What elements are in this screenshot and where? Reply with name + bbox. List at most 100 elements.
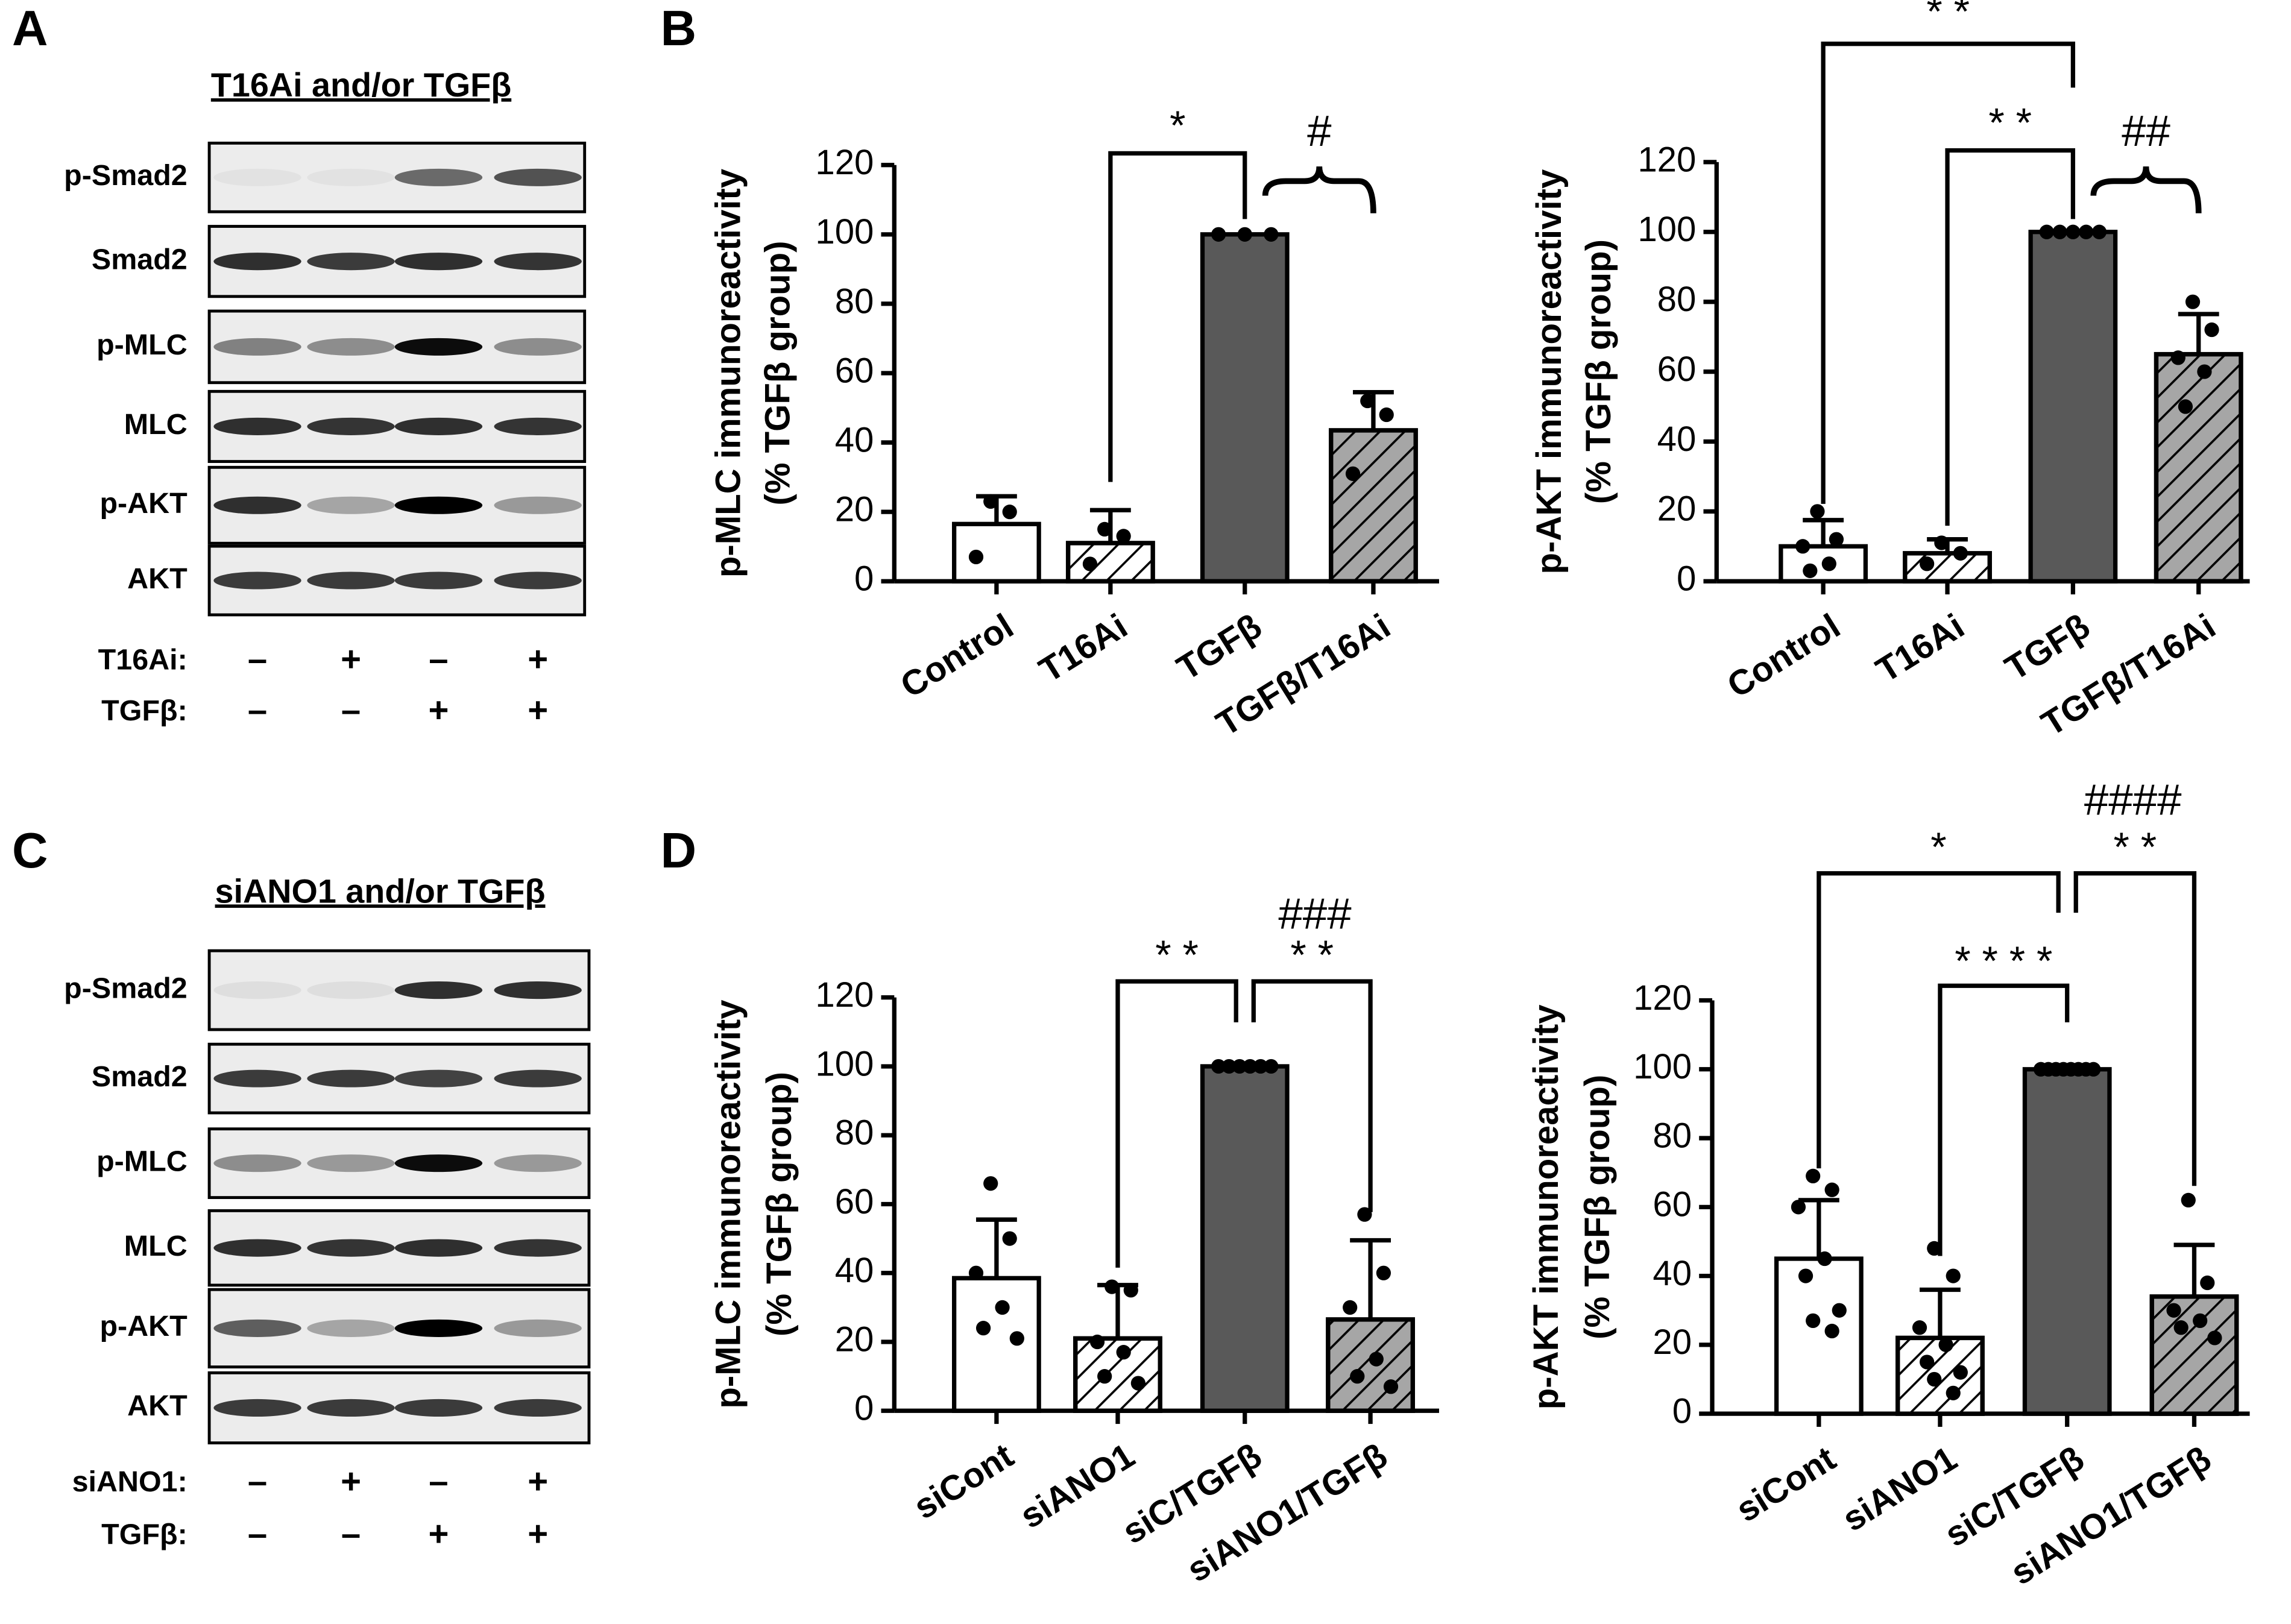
blot-band [394,417,483,435]
bar-hatch [2154,351,2243,584]
data-point [1829,532,1844,547]
significance-label: * * [1290,933,1334,978]
blot-band [213,496,301,514]
blot-band [494,1399,582,1417]
y-axis-label: (% TGFβ group) [760,1072,799,1336]
bar [951,1276,1041,1413]
data-point [2066,224,2081,239]
significance-bracket [1938,983,2070,1256]
data-point [1360,393,1375,409]
blot-band [213,168,301,186]
bar [2028,230,2118,584]
data-point [1379,407,1394,423]
y-tick-label: 20 [835,490,874,529]
blot-band [213,1319,301,1337]
blot-row-label: MLC [124,1230,188,1262]
data-point [1810,504,1825,519]
x-tick-label: T16Ai [1870,606,1971,690]
significance-label: # [1307,107,1332,156]
data-point [2091,224,2107,239]
y-tick-label: 60 [1653,1185,1692,1224]
y-tick-label: 40 [835,1251,874,1290]
condition-sign: + [428,691,449,730]
bar [951,521,1041,584]
significance-bracket [2073,871,2197,1186]
blot-band [394,168,483,186]
blot-band [307,338,395,356]
blot-row-label: Smad2 [92,1060,188,1093]
significance-bracket [1115,979,1238,1268]
significance-bracket [1945,148,2076,526]
blot-band [494,168,582,186]
condition-sign: + [428,1514,449,1553]
data-point [1211,1059,1226,1074]
data-point [1116,529,1131,544]
significance-label: #### [2084,776,2182,825]
condition-sign: – [429,640,448,679]
blot-band [494,571,582,590]
data-point [1097,1369,1112,1384]
data-point [2166,1303,2181,1318]
blot-band [494,1319,582,1337]
data-point [1821,556,1836,571]
blot-band [213,1154,301,1172]
panel-label: D [661,823,696,878]
blot-band [213,253,301,271]
data-point [1116,1345,1131,1360]
blot-band [307,571,395,590]
blot-row-label: AKT [127,1390,188,1422]
blot-row-label: p-Smad2 [64,159,188,192]
significance-bracket [1817,871,2061,1169]
blot-band [307,168,395,186]
condition-sign: – [248,691,267,730]
blot-band [494,417,582,435]
y-axis-label: p-MLC immunoreactivity [708,999,748,1409]
data-point [983,1176,998,1191]
data-point [1791,1200,1806,1215]
blot-band [394,253,483,271]
x-tick-label: Control [893,606,1020,706]
data-point [1934,535,1949,550]
panel-label: A [12,1,48,56]
blot-band [213,1239,301,1257]
y-tick-label: 20 [1657,489,1697,529]
y-axis-label: (% TGFβ group) [758,241,798,505]
significance-label: * * [1926,0,1970,34]
data-point [1211,227,1226,242]
data-point [968,1265,984,1280]
data-point [2178,399,2193,414]
y-tick-label: 0 [1672,1391,1692,1430]
data-point [1938,1337,1953,1352]
y-tick-label: 100 [1637,210,1696,249]
condition-sign: – [341,1514,361,1553]
blot-band [307,1239,395,1257]
x-tick-label: TGFβ [1999,606,2097,688]
x-tick-label: T16Ai [1032,606,1134,690]
y-tick-label: 40 [1657,420,1697,459]
x-tick-label: TGFβ [1170,606,1268,688]
y-tick-label: 0 [854,1389,874,1428]
bar-hatch [1326,1317,1415,1413]
blot-band [494,338,582,356]
y-axis-label: p-AKT immunoreactivity [1527,1004,1566,1409]
y-tick-label: 120 [1637,140,1696,179]
blot-row-label: p-AKT [99,1310,188,1342]
blot-band [394,338,483,356]
y-tick-label: 60 [1657,350,1697,389]
x-tick-label: siCont [1729,1439,1842,1530]
bar-hatch [1329,428,1418,584]
y-tick-label: 120 [815,975,874,1015]
blot-band [494,1154,582,1172]
data-point [1817,1251,1832,1267]
data-point [2173,1320,2189,1335]
y-tick-label: 0 [854,559,874,599]
data-point [1237,227,1252,242]
data-point [2197,364,2212,379]
condition-sign: – [248,640,267,679]
data-point [2086,1062,2101,1077]
significance-label: * * * * [1955,939,2052,984]
condition-sign: + [341,640,361,679]
condition-sign: + [528,1462,548,1501]
y-tick-label: 40 [835,420,874,459]
significance-label: * * [1988,100,2032,145]
